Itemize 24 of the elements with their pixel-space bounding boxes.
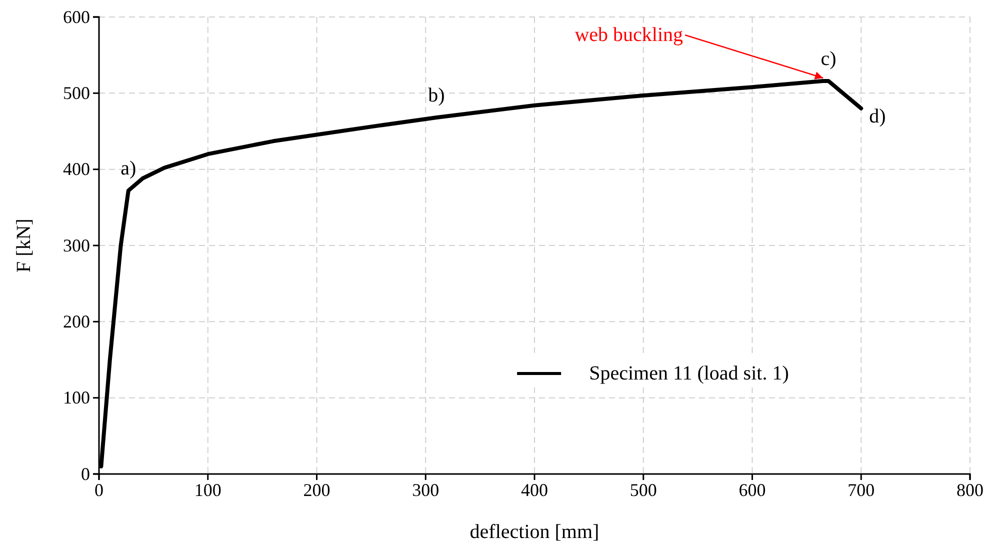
y-tick-label: 200	[63, 311, 90, 332]
y-tick-label: 600	[63, 6, 90, 27]
y-tick-label: 500	[63, 82, 90, 103]
y-tick-label: 0	[81, 464, 90, 484]
annotation: web buckling	[574, 24, 684, 46]
x-tick-label: 600	[738, 480, 766, 500]
y-tick-label: 100	[63, 388, 90, 408]
y-tick-label: 300	[63, 235, 90, 256]
x-tick-label: 800	[956, 480, 984, 500]
x-tick-label: 300	[412, 480, 440, 500]
x-tick-label: 700	[848, 480, 875, 500]
legend-label: Specimen 11 (load sit. 1)	[589, 362, 789, 384]
x-tick-label: 0	[94, 480, 104, 500]
x-tick-label: 400	[521, 480, 548, 500]
annotation: c)	[820, 48, 836, 70]
x-tick-label: 500	[630, 480, 657, 500]
annotation: b)	[428, 84, 445, 107]
y-axis-title: F [kN]	[13, 218, 35, 272]
y-tick-label: 400	[63, 159, 90, 180]
annotation: d)	[869, 105, 886, 128]
x-tick-label: 100	[194, 480, 222, 500]
annotation: a)	[120, 158, 136, 180]
x-axis-title: deflection [mm]	[470, 521, 600, 543]
x-tick-label: 200	[303, 480, 330, 500]
